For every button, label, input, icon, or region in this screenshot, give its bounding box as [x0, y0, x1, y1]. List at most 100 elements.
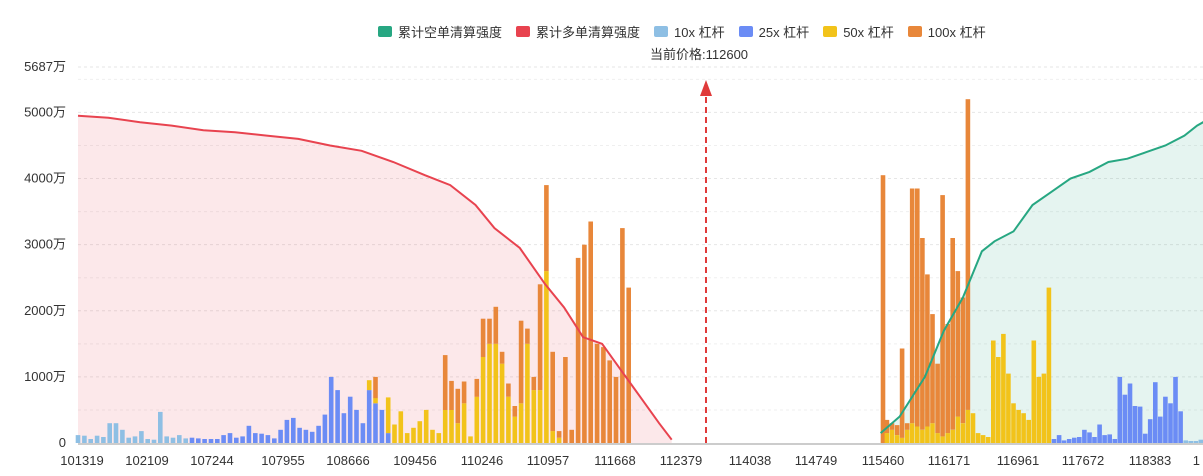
- legend-item-lev50[interactable]: 50x 杠杆: [823, 22, 894, 41]
- legend-item-cum-long[interactable]: 累计多单清算强度: [516, 22, 640, 41]
- y-tick-label: 1000万: [24, 369, 66, 384]
- bar-lev50: [392, 425, 397, 444]
- legend-swatch-cum-long: [516, 26, 530, 37]
- bar-lev100: [525, 329, 530, 344]
- bar-lev50: [411, 428, 416, 443]
- bar-lev25: [291, 418, 296, 443]
- bar-lev25: [266, 435, 271, 443]
- legend-label-lev10: 10x 杠杆: [674, 22, 725, 41]
- x-tick-label: 111668: [594, 453, 635, 468]
- bar-lev25: [304, 430, 309, 443]
- bar-lev25: [1062, 440, 1067, 443]
- bar-lev100: [935, 364, 940, 433]
- legend-item-lev25[interactable]: 25x 杠杆: [739, 22, 810, 41]
- bar-lev100: [607, 360, 612, 443]
- bar-lev25: [1148, 419, 1153, 443]
- bar-lev100: [920, 238, 925, 430]
- bar-lev50: [475, 397, 480, 443]
- x-tick-label: 102109: [125, 453, 168, 468]
- bar-lev25: [209, 439, 214, 443]
- bar-lev100: [557, 431, 562, 438]
- bar-lev25: [285, 420, 290, 443]
- legend-label-cum-short: 累计空单清算强度: [398, 22, 502, 41]
- bar-lev25: [1057, 435, 1062, 443]
- bar-lev50: [405, 433, 410, 443]
- x-tick-label: 107955: [261, 453, 304, 468]
- bar-lev50: [1011, 403, 1016, 443]
- bar-lev50: [462, 403, 467, 443]
- bar-lev25: [1173, 377, 1178, 443]
- bar-lev100: [443, 355, 448, 410]
- bar-lev10: [183, 438, 188, 443]
- bar-lev50: [1001, 334, 1006, 443]
- bar-lev50: [373, 398, 378, 403]
- bar-lev25: [1072, 438, 1077, 443]
- bar-lev50: [981, 435, 986, 443]
- bar-lev50: [950, 430, 955, 443]
- bar-lev100: [563, 357, 568, 443]
- bar-lev100: [588, 222, 593, 444]
- y-tick-label: 2000万: [24, 303, 66, 318]
- bar-lev25: [367, 390, 372, 443]
- bar-lev10: [120, 430, 125, 443]
- bar-lev25: [1178, 411, 1183, 443]
- bar-lev10: [76, 435, 81, 443]
- bar-lev50: [519, 403, 524, 443]
- bar-lev50: [930, 423, 935, 443]
- bar-lev25: [240, 436, 245, 443]
- bar-lev100: [475, 379, 480, 397]
- bar-lev25: [1158, 417, 1163, 443]
- bar-lev100: [500, 352, 505, 364]
- bar-lev25: [348, 397, 353, 443]
- bar-lev50: [945, 433, 950, 443]
- chart-legend: 累计空单清算强度 累计多单清算强度 10x 杠杆 25x 杠杆 50x 杠杆 1…: [378, 22, 1000, 41]
- bar-lev50: [940, 436, 945, 443]
- current-price-arrow: [700, 80, 712, 96]
- x-tick-label: 116171: [928, 453, 970, 468]
- bar-lev50: [885, 433, 890, 443]
- legend-label-cum-long: 累计多单清算强度: [536, 22, 640, 41]
- bar-lev50: [468, 436, 473, 443]
- bar-lev25: [335, 390, 340, 443]
- bar-lev100: [881, 175, 886, 443]
- bar-lev100: [494, 307, 499, 344]
- bar-lev100: [550, 352, 555, 431]
- legend-swatch-lev10: [654, 26, 668, 37]
- bar-lev25: [310, 432, 315, 443]
- bar-lev25: [1107, 434, 1112, 443]
- bar-lev25: [297, 428, 302, 443]
- x-tick-label: 114038: [729, 453, 771, 468]
- bar-lev25: [196, 438, 201, 443]
- bar-lev50: [538, 390, 543, 443]
- y-tick-label: 3000万: [24, 237, 66, 252]
- y-tick-label: 5000万: [24, 104, 66, 119]
- bar-lev25: [1087, 432, 1092, 443]
- bar-lev10: [107, 423, 112, 443]
- bar-lev50: [525, 344, 530, 443]
- bar-lev50: [925, 427, 930, 444]
- bar-lev100: [595, 344, 600, 443]
- legend-item-lev10[interactable]: 10x 杠杆: [654, 22, 725, 41]
- bar-lev100: [961, 298, 966, 424]
- bar-lev50: [544, 271, 549, 443]
- legend-item-cum-short[interactable]: 累计空单清算强度: [378, 22, 502, 41]
- bar-lev100: [449, 381, 454, 410]
- bar-lev10: [82, 436, 87, 443]
- legend-item-lev100[interactable]: 100x 杠杆: [908, 22, 986, 41]
- bar-lev25: [1052, 439, 1057, 443]
- bar-lev50: [513, 417, 518, 443]
- bar-lev50: [905, 430, 910, 443]
- bar-lev50: [367, 380, 372, 390]
- bar-lev25: [373, 403, 378, 443]
- x-tick-label: 117672: [1062, 453, 1104, 468]
- bar-lev50: [1021, 413, 1026, 443]
- bar-lev25: [253, 433, 258, 443]
- x-tick-label: 107244: [190, 453, 233, 468]
- x-tick-label: 114749: [795, 453, 837, 468]
- bar-lev25: [1143, 434, 1148, 443]
- bar-lev50: [991, 341, 996, 444]
- bar-lev50: [506, 397, 511, 443]
- bar-lev50: [443, 410, 448, 443]
- bar-lev25: [1113, 439, 1118, 443]
